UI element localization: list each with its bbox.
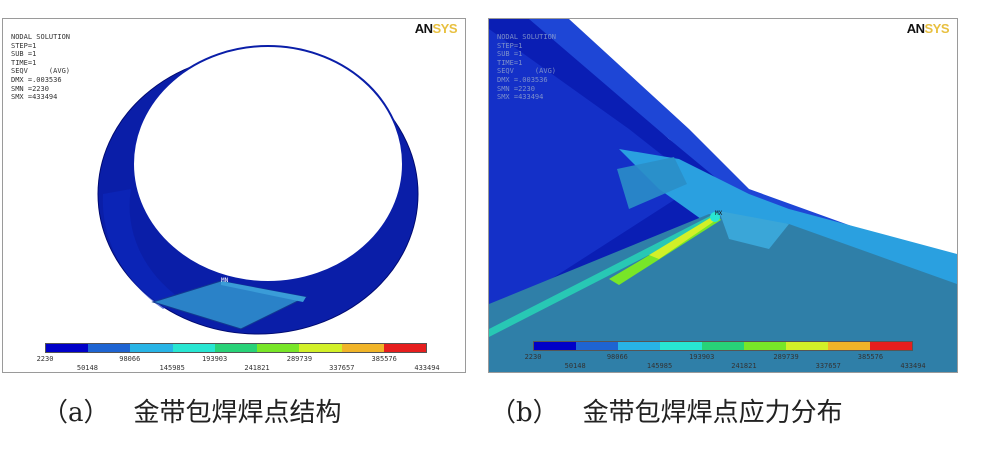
legend-label: 289739 (773, 353, 799, 361)
legend-label: 193903 (689, 353, 715, 361)
mx-marker: MX (715, 210, 723, 217)
legend-label: 193903 (201, 355, 228, 363)
legend-label: 385576 (857, 353, 884, 361)
legend-label: 50148 (76, 364, 98, 372)
legend-label: 2230 (36, 355, 54, 363)
legend-label: 241821 (244, 364, 270, 372)
legend-label: 289739 (286, 355, 313, 363)
caption-b-label: （b） (490, 398, 559, 428)
legend-label: 337657 (329, 364, 355, 372)
solution-info-text: NODAL SOLUTION STEP=1 SUB =1 TIME=1 SEQV… (497, 33, 557, 102)
caption-b-text: 金带包焊焊点应力分布 (582, 398, 843, 428)
legend-label: 337657 (815, 362, 841, 370)
caption-a-text: 金带包焊焊点结构 (133, 398, 342, 428)
legend-label: 98066 (119, 355, 141, 363)
mn-marker: MN (221, 277, 229, 284)
caption-b: （b） 金带包焊焊点应力分布 (490, 392, 843, 429)
mx-marker: MX (293, 59, 301, 66)
contour-legend-b: 2230 50148 98066 145985 193903 241821 28… (525, 341, 926, 372)
ring-model-graphic: MN MX (97, 45, 419, 335)
ansys-logo: ANSYS (906, 21, 950, 36)
stress-contour-graphic: MX (489, 19, 957, 372)
solution-info-text: NODAL SOLUTION STEP=1 SUB =1 TIME=1 SEQV… (11, 33, 71, 102)
legend-label: 98066 (606, 353, 628, 361)
legend-label: 385576 (371, 355, 397, 363)
legend-label: 241821 (731, 362, 757, 370)
legend-label: 433494 (900, 362, 926, 370)
contour-legend-a: 2230 50148 98066 145985 193903 241821 28… (37, 343, 440, 372)
legend-label: 2230 (524, 353, 542, 361)
ansys-logo: ANSYS (414, 21, 458, 36)
caption-a-label: （a） (42, 398, 110, 428)
legend-label: 50148 (564, 362, 586, 370)
panel-b-stress: MX NODAL SOLUTION STEP=1 SUB =1 TIME=1 S… (488, 18, 958, 373)
legend-color-bar (45, 343, 427, 353)
panel-a-structure: MN MX NODAL SOLUTION STEP=1 SUB =1 TIME=… (2, 18, 466, 373)
legend-color-bar (533, 341, 913, 351)
caption-a: （a） 金带包焊焊点结构 (42, 392, 342, 429)
legend-label: 145985 (159, 364, 185, 372)
legend-label: 145985 (646, 362, 673, 370)
legend-label: 433494 (414, 364, 440, 372)
